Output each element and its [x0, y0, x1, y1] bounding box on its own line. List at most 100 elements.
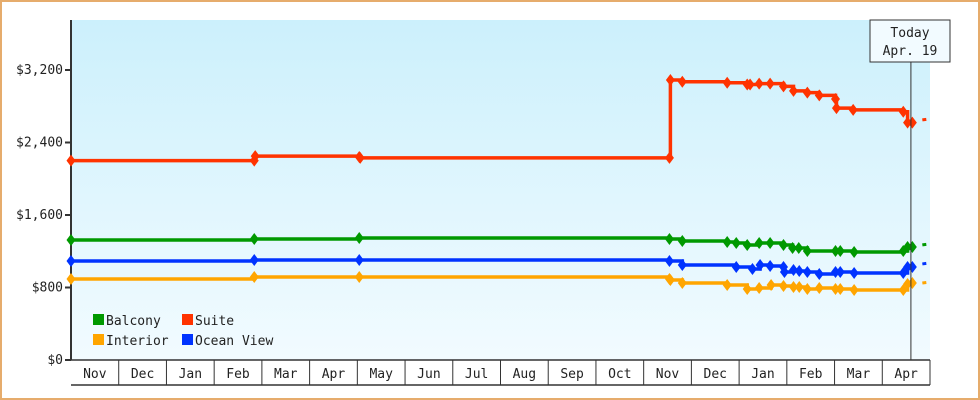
- data-point: [779, 266, 789, 279]
- data-point: [665, 73, 675, 86]
- legend-swatch: [182, 334, 193, 345]
- y-tick-label: $1,600: [16, 208, 63, 223]
- data-point: [722, 278, 732, 291]
- data-point: [794, 241, 804, 254]
- data-point: [849, 245, 859, 258]
- x-tick-label: Nov: [656, 367, 680, 382]
- legend: Balcony Suite Interior Ocean View: [93, 314, 273, 349]
- data-point: [249, 270, 259, 283]
- x-tick-label: Feb: [799, 367, 823, 382]
- series-group: [66, 73, 931, 296]
- x-tick-label: Aug: [513, 367, 536, 382]
- data-point: [754, 281, 764, 294]
- data-point: [788, 241, 798, 254]
- x-tick-label: Dec: [131, 367, 154, 382]
- data-point: [831, 93, 841, 105]
- data-point: [794, 280, 804, 293]
- data-point: [677, 276, 687, 289]
- data-point: [789, 280, 799, 293]
- data-point: [665, 273, 675, 286]
- data-point: [802, 244, 812, 257]
- data-point: [814, 281, 824, 294]
- x-tick-label: Apr: [894, 367, 918, 382]
- data-point: [831, 244, 841, 257]
- data-point: [754, 237, 764, 250]
- today-date: Apr. 19: [883, 44, 938, 59]
- data-point: [354, 270, 364, 283]
- x-tick-label: Jan: [751, 367, 774, 382]
- data-point: [354, 254, 364, 267]
- data-point: [778, 279, 788, 292]
- today-label: Today: [890, 26, 929, 41]
- data-point: [249, 233, 259, 246]
- data-point: [677, 235, 687, 248]
- data-point: [250, 150, 260, 163]
- series-ocean-view: [66, 254, 931, 280]
- y-tick-label: $2,400: [16, 136, 63, 151]
- data-point: [765, 260, 775, 273]
- data-point: [849, 267, 859, 279]
- x-tick-label: Feb: [226, 367, 250, 382]
- projection-line: [922, 261, 931, 266]
- projection-line: [922, 117, 931, 122]
- data-point: [831, 266, 841, 279]
- y-axis: $0 $800 $1,600 $2,400 $3,200: [16, 20, 72, 368]
- x-tick-label: Mar: [847, 367, 871, 382]
- data-point: [903, 116, 913, 129]
- data-point: [802, 86, 812, 99]
- data-point: [722, 76, 732, 89]
- data-point: [765, 237, 775, 250]
- data-point: [664, 233, 674, 246]
- data-point: [802, 266, 812, 279]
- legend-label: Ocean View: [195, 334, 273, 349]
- data-point: [742, 282, 752, 295]
- data-point: [789, 84, 799, 97]
- data-point: [903, 240, 913, 253]
- data-point: [794, 265, 804, 278]
- y-tick-label: $0: [47, 353, 63, 368]
- x-tick-label: May: [369, 367, 393, 382]
- data-point: [249, 254, 259, 267]
- projection-line: [922, 242, 931, 247]
- x-tick-label: Jan: [179, 367, 202, 382]
- data-point: [765, 77, 775, 90]
- x-tick-label: Jul: [465, 367, 488, 382]
- data-point: [355, 151, 365, 164]
- data-point: [907, 276, 917, 289]
- data-point: [745, 78, 755, 91]
- data-point: [814, 267, 824, 280]
- x-tick-label: Sep: [560, 367, 584, 382]
- projection-line: [922, 280, 931, 285]
- data-point: [831, 282, 841, 295]
- data-point: [835, 266, 845, 279]
- data-point: [354, 232, 364, 245]
- y-tick-label: $3,200: [16, 63, 63, 78]
- today-marker: Today Apr. 19: [869, 19, 951, 360]
- data-point: [66, 234, 76, 247]
- data-point: [907, 261, 917, 274]
- data-point: [722, 236, 732, 249]
- data-point: [766, 278, 776, 291]
- data-point: [778, 238, 788, 251]
- data-point: [835, 244, 845, 257]
- data-point: [66, 154, 76, 167]
- series-suite: [66, 73, 931, 167]
- data-point: [802, 282, 812, 295]
- legend-swatch: [93, 314, 104, 325]
- data-point: [831, 102, 841, 115]
- data-point: [66, 255, 76, 268]
- x-tick-label: Mar: [274, 367, 298, 382]
- x-axis: Nov Dec Jan Feb Mar Apr May Jun Jul Aug Sep Oct Nov D…: [71, 359, 931, 386]
- data-point: [731, 261, 741, 274]
- legend-label: Suite: [195, 314, 234, 329]
- data-point: [814, 89, 824, 102]
- x-tick-label: Oct: [608, 367, 631, 382]
- data-point: [677, 259, 687, 272]
- legend-swatch: [93, 334, 104, 345]
- data-point: [848, 103, 858, 116]
- data-point: [754, 77, 764, 90]
- legend-label: Interior: [106, 334, 169, 349]
- legend-label: Balcony: [106, 314, 161, 329]
